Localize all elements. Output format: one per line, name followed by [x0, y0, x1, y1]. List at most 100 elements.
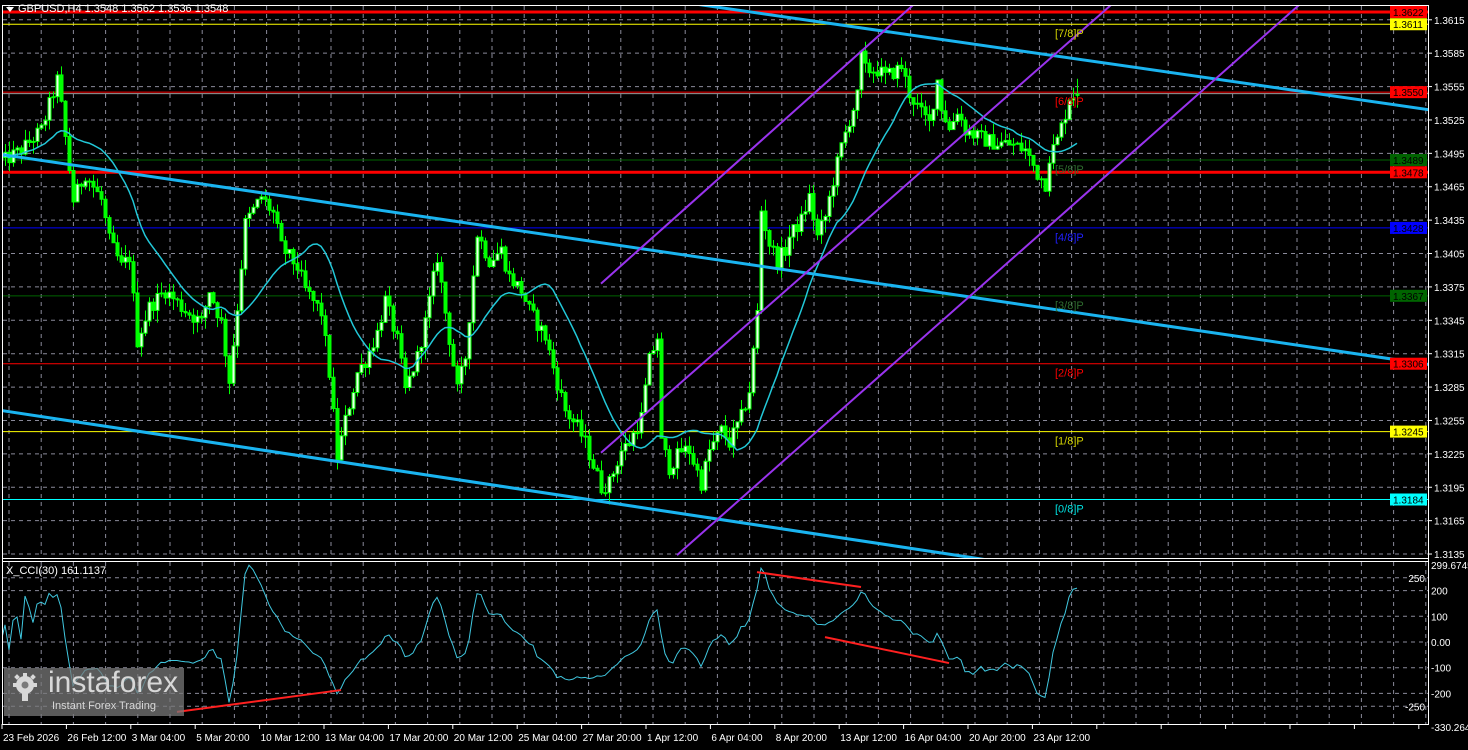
- candle-body: [255, 198, 260, 208]
- cci-divergence-line[interactable]: [176, 689, 342, 713]
- candle-body: [755, 309, 760, 349]
- candle-body: [903, 68, 908, 77]
- candle-body: [823, 215, 828, 222]
- candle-body: [679, 448, 684, 453]
- cci-divergence-line[interactable]: [756, 571, 862, 588]
- candle-body: [159, 292, 164, 295]
- candle-body: [1055, 136, 1060, 146]
- candle-body: [711, 441, 716, 450]
- candle-body: [759, 210, 764, 311]
- candle-body: [899, 64, 904, 70]
- candle-body: [91, 180, 96, 188]
- watermark-tagline: Instant Forex Trading: [52, 700, 156, 712]
- candle-body: [391, 305, 396, 332]
- cci-tick-label: -200: [1431, 689, 1451, 700]
- candle-body: [291, 248, 296, 265]
- candle-body: [155, 293, 160, 311]
- candle-body: [603, 492, 608, 495]
- candle-body: [235, 310, 240, 347]
- candle-body: [355, 372, 360, 394]
- time-axis[interactable]: 23 Feb 2026 26 Feb 12:00 3 Mar 04:00 5 Mar …: [1, 724, 1420, 744]
- cci-axis: 299.6745 250 200 100 0.00 -100 -200 -250 -330.26…: [1405, 561, 1468, 734]
- candle-body: [1027, 148, 1032, 156]
- candle-body: [443, 281, 448, 314]
- candle-body: [479, 236, 484, 242]
- price-axis[interactable]: 1.3615 1.3585 1.3555 1.3525 1.3495 1.3465 1.34…: [1428, 16, 1465, 561]
- candle-body: [583, 435, 588, 438]
- candle-body: [483, 240, 488, 259]
- watermark-brand: instaforex: [48, 666, 179, 699]
- candle-body: [223, 318, 228, 357]
- candle-body: [843, 131, 848, 144]
- candle-body: [99, 191, 104, 200]
- candle-body: [1075, 93, 1080, 96]
- cci-tick-label: 200: [1431, 587, 1448, 598]
- candle-body: [227, 355, 232, 384]
- candle-body: [775, 246, 780, 269]
- candle-body: [31, 140, 36, 143]
- candle-body: [271, 209, 276, 213]
- candle-body: [455, 365, 460, 385]
- candle-body: [287, 248, 292, 254]
- candle-body: [167, 291, 172, 299]
- candle-body: [187, 312, 192, 316]
- candle-body: [407, 375, 412, 389]
- candle-body: [911, 97, 916, 105]
- channel-line[interactable]: [676, 0, 1305, 556]
- level-price-value: 1.3245: [1393, 428, 1424, 439]
- channel-line[interactable]: [600, 0, 919, 285]
- candle-body: [295, 263, 300, 271]
- panel-frames: [2, 5, 1429, 725]
- price-tick-label: 1.3495: [1434, 149, 1465, 160]
- channel-line[interactable]: [600, 0, 1117, 454]
- candle-body: [487, 257, 492, 268]
- level-price-value: 1.3184: [1393, 495, 1424, 506]
- candle-body: [267, 198, 272, 211]
- collapse-triangle-icon[interactable]: [6, 7, 14, 12]
- candle-body: [579, 419, 584, 437]
- candle-body: [495, 253, 500, 261]
- candle-body: [435, 262, 440, 272]
- candle-body: [947, 121, 952, 131]
- price-tick-label: 1.3225: [1434, 450, 1465, 461]
- trendline[interactable]: [689, 3, 1468, 115]
- level-price-value: 1.3550: [1393, 88, 1424, 99]
- candle-body: [1071, 98, 1076, 101]
- candle-body: [939, 79, 944, 112]
- candle-body: [359, 364, 364, 374]
- trendlines[interactable]: [1, 0, 1468, 560]
- cci-divergence-line[interactable]: [824, 636, 950, 665]
- candle-body: [983, 131, 988, 147]
- candle-body: [43, 119, 48, 126]
- candle-body: [819, 220, 824, 236]
- candle-body: [403, 357, 408, 389]
- candle-body: [575, 419, 580, 423]
- candle-body: [379, 321, 384, 331]
- price-tick-label: 1.3405: [1434, 250, 1465, 261]
- candle-body: [847, 125, 852, 133]
- candle-body: [643, 384, 648, 413]
- level-price-box: [1390, 166, 1427, 179]
- candle-body: [811, 193, 816, 220]
- candle-body: [527, 300, 532, 305]
- candle-body: [827, 195, 832, 217]
- candle-body: [323, 315, 328, 337]
- candle-body: [515, 281, 520, 287]
- candle-body: [315, 299, 320, 304]
- candle-body: [83, 180, 88, 187]
- time-tick-label: 23 Feb 2026: [3, 733, 60, 744]
- murray-level-label: [1/8]P: [1055, 436, 1084, 448]
- time-tick-label: 3 Mar 04:00: [132, 733, 186, 744]
- trendline[interactable]: [1, 409, 985, 559]
- candle-body: [1003, 139, 1008, 143]
- candle-body: [995, 145, 1000, 150]
- candle-body: [143, 320, 148, 334]
- trendline[interactable]: [1, 153, 1468, 370]
- time-tick-label: 13 Apr 12:00: [840, 733, 897, 744]
- candle-body: [891, 67, 896, 80]
- candle-body: [1051, 144, 1056, 164]
- candle-body: [659, 338, 664, 439]
